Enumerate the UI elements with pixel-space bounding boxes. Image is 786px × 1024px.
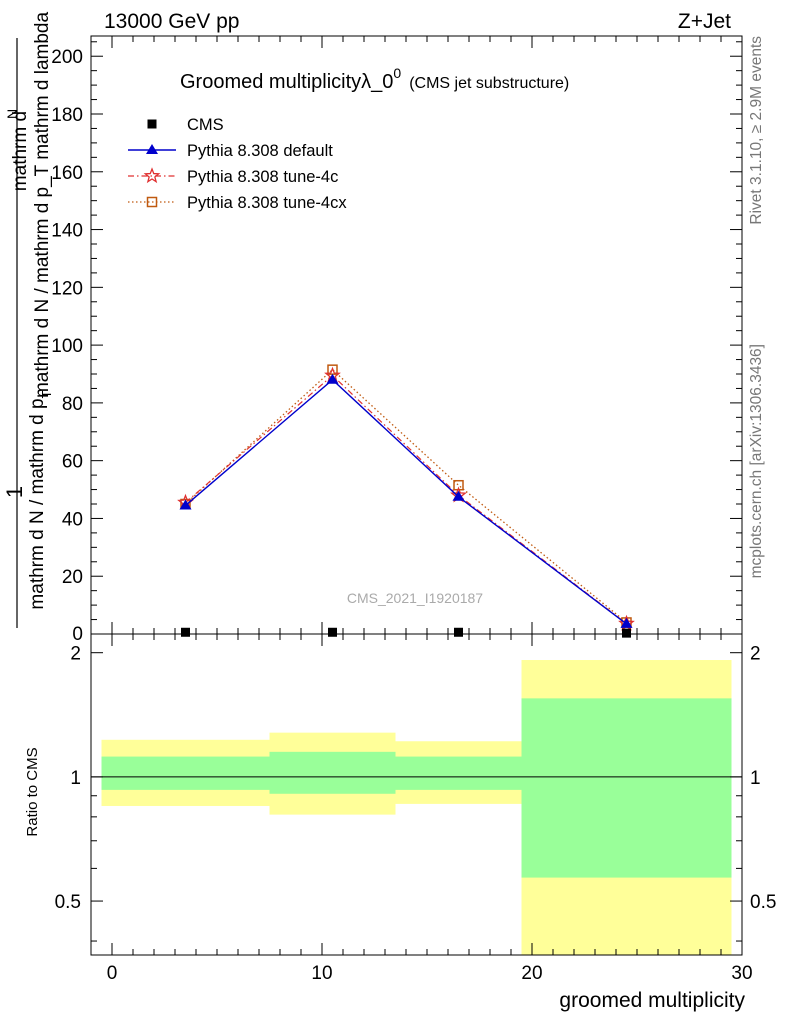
x-axis-label: groomed multiplicity bbox=[559, 989, 745, 1012]
series-line bbox=[185, 378, 627, 625]
y-tick-label: 200 bbox=[51, 47, 83, 68]
data-point bbox=[452, 490, 465, 501]
y-label-denominator: mathrm d N / mathrm d pT bbox=[27, 390, 54, 609]
ratio-frame bbox=[90, 633, 743, 956]
x-tick-label: 30 bbox=[731, 963, 752, 984]
y-tick-label: 160 bbox=[51, 163, 83, 184]
data-point bbox=[620, 617, 633, 628]
header-right-text: Z+Jet bbox=[678, 10, 731, 33]
main-plot-panel: 20 40 60 80 100 120 140 160 180 200 0 Groomed mult… bbox=[2, 12, 743, 645]
data-point bbox=[454, 627, 463, 637]
y-label-main: mathrm d N / mathrm d p_T mathrm d lambd… bbox=[32, 12, 53, 399]
ratio-band-inner bbox=[395, 756, 522, 790]
ratio-y-tick-label: 1 bbox=[70, 768, 81, 789]
series-0 bbox=[181, 627, 631, 638]
watermark-text: CMS_2021_I1920187 bbox=[347, 590, 483, 606]
ratio-y-tick-label-right: 0.5 bbox=[750, 892, 776, 913]
y-tick-label: 80 bbox=[62, 394, 83, 415]
data-point bbox=[181, 627, 190, 637]
plot-title-main: Groomed multiplicityλ_0 bbox=[180, 71, 393, 93]
y-tick-label: 120 bbox=[51, 278, 83, 299]
y-tick-label: 60 bbox=[62, 452, 83, 473]
legend-entry: CMS bbox=[147, 116, 224, 134]
plot-title-sup: 0 bbox=[393, 65, 401, 81]
legend-entry: Pythia 8.308 tune-4cx bbox=[128, 194, 347, 212]
legend-marker bbox=[146, 196, 158, 208]
legend-entry: Pythia 8.308 tune-4c bbox=[128, 167, 338, 186]
y-tick-label: 100 bbox=[51, 336, 83, 357]
plot-title-suffix: (CMS jet substructure) bbox=[409, 75, 569, 92]
legend-marker bbox=[143, 167, 161, 184]
y-tick-label: 20 bbox=[62, 567, 83, 588]
y-label-numerator: 1 bbox=[2, 486, 27, 498]
x-tick-label: 10 bbox=[311, 963, 332, 984]
series-line bbox=[185, 374, 627, 625]
mcplots-credit-text: mcplots.cern.ch [arXiv:1306.3436] bbox=[748, 344, 765, 578]
ratio-band-inner bbox=[269, 751, 396, 794]
legend-label: Pythia 8.308 default bbox=[187, 142, 333, 160]
x-tick-label: 0 bbox=[107, 963, 118, 984]
rivet-version-text: Rivet 3.1.10, ≥ 2.9M events bbox=[748, 36, 765, 225]
data-point bbox=[328, 627, 337, 637]
y-label-top-line: mathrm dN bbox=[4, 109, 31, 191]
y-axis-label: mathrm dN mathrm d N / mathrm d p_T math… bbox=[2, 12, 54, 628]
ratio-plot-panel: 0.5 0.51 12 20 10 20 30 Ratio to CMS groomed m… bbox=[24, 633, 776, 1012]
ratio-band-inner bbox=[521, 698, 732, 878]
ratio-band-inner bbox=[101, 756, 270, 790]
plot-title: Groomed multiplicityλ_00 (CMS jet substru… bbox=[180, 65, 569, 93]
legend-marker bbox=[147, 119, 157, 129]
ratio-y-label: Ratio to CMS bbox=[24, 747, 41, 836]
y-tick-label: 40 bbox=[62, 509, 83, 530]
legend-entry: Pythia 8.308 default bbox=[128, 142, 333, 160]
x-tick-label: 20 bbox=[521, 963, 542, 984]
y-tick-label: 140 bbox=[51, 221, 83, 242]
ratio-y-tick-label-right: 2 bbox=[750, 644, 761, 665]
series-1 bbox=[179, 373, 633, 628]
legend: CMS Pythia 8.308 default Pythia 8.308 tune… bbox=[128, 116, 347, 212]
y-tick-label: 0 bbox=[72, 624, 83, 645]
ratio-y-tick-label-right: 1 bbox=[750, 768, 761, 789]
legend-label: Pythia 8.308 tune-4c bbox=[187, 168, 338, 186]
y-tick-label: 180 bbox=[51, 105, 83, 126]
header-left-text: 13000 GeV pp bbox=[104, 10, 239, 33]
data-point bbox=[622, 628, 631, 638]
ratio-y-tick-label: 2 bbox=[70, 644, 81, 665]
series-line bbox=[185, 368, 627, 623]
legend-label: CMS bbox=[187, 116, 224, 134]
ratio-y-tick-label: 0.5 bbox=[55, 892, 81, 913]
data-point bbox=[179, 499, 192, 510]
legend-marker bbox=[146, 144, 158, 154]
data-point bbox=[326, 373, 339, 384]
series-3 bbox=[180, 364, 632, 628]
legend-label: Pythia 8.308 tune-4cx bbox=[187, 194, 347, 212]
